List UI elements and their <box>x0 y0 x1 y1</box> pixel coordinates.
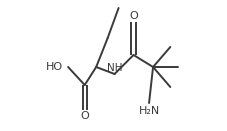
Text: H₂N: H₂N <box>138 106 159 116</box>
Text: O: O <box>128 11 137 21</box>
Text: HO: HO <box>46 62 63 72</box>
Text: O: O <box>80 111 89 121</box>
Text: NH: NH <box>106 63 122 73</box>
